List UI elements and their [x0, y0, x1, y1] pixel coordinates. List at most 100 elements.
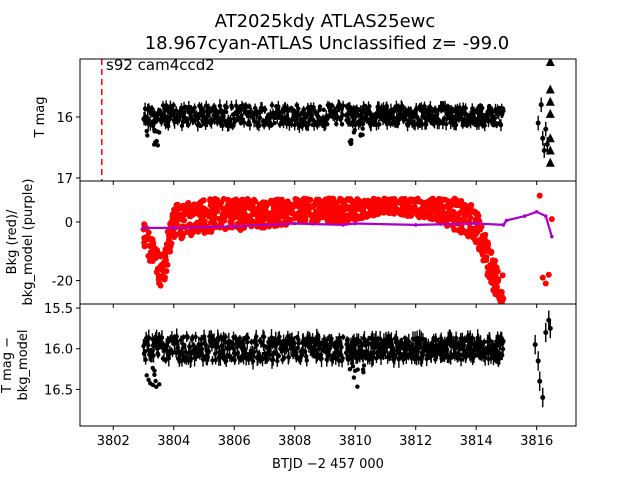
data-point	[143, 357, 148, 363]
bkg-point	[216, 201, 223, 208]
data-point	[245, 335, 250, 341]
bkg-point	[150, 240, 157, 247]
bkg-point	[489, 263, 496, 270]
outlier-point	[347, 139, 353, 144]
bkg-point	[472, 237, 479, 244]
bkg-point	[442, 213, 449, 220]
bkg-point	[301, 197, 308, 204]
data-point	[304, 358, 309, 363]
data-point	[269, 335, 274, 340]
outlier-point	[154, 384, 159, 390]
bkg-point	[167, 221, 174, 228]
data-point	[270, 357, 276, 362]
x-tick-labels: 3802 3804 3806 3808 3810 3812 3814 3816	[97, 434, 554, 449]
data-point	[262, 107, 268, 112]
bkg-point	[483, 247, 490, 254]
outlier-point	[146, 377, 151, 383]
bkg-late-point	[548, 216, 555, 223]
data-point	[159, 335, 165, 340]
plot-area	[101, 59, 555, 181]
bkg-point	[231, 204, 238, 211]
data-point	[482, 355, 488, 360]
data-point	[482, 339, 487, 345]
outlier-point	[355, 367, 360, 372]
data-point	[340, 112, 345, 118]
y-tick-label: 0	[65, 216, 73, 231]
data-point	[327, 353, 333, 358]
data-point	[501, 108, 506, 114]
bkg-point	[165, 247, 172, 254]
bkg-point	[391, 202, 398, 209]
data-point	[151, 353, 156, 358]
bkg-point	[404, 208, 411, 215]
data-point	[171, 102, 176, 108]
upper-limit-triangle	[545, 145, 555, 155]
data-point	[339, 344, 344, 350]
data-point	[185, 334, 190, 340]
bkg-model-point	[504, 218, 509, 223]
data-point	[329, 103, 335, 108]
y-axis-label-tmag: T mag	[33, 97, 48, 139]
bkg-point	[218, 220, 225, 227]
bkg-point	[227, 218, 234, 225]
late-point	[544, 141, 550, 147]
x-tick-label: 3816	[520, 434, 553, 449]
bkg-point	[348, 204, 355, 211]
bkg-point	[262, 205, 269, 212]
data-point	[492, 116, 497, 121]
data-point	[440, 121, 446, 126]
bkg-point	[407, 196, 414, 203]
panel-bkg: -20 0	[52, 180, 577, 308]
outlier-point	[360, 126, 365, 131]
bkg-point	[492, 257, 499, 264]
bkg-point	[402, 202, 409, 209]
data-point	[340, 334, 346, 340]
data-point	[187, 344, 193, 350]
bkg-point	[435, 210, 442, 217]
bkg-point	[188, 232, 195, 239]
data-point	[501, 338, 506, 344]
bkg-point	[284, 205, 291, 212]
data-point	[340, 356, 345, 361]
outlier-point	[150, 365, 155, 371]
bkg-point	[292, 200, 299, 207]
y-tick-label: 16.0	[44, 343, 73, 358]
bkg-point	[187, 203, 194, 210]
y-tick-label: 16.5	[44, 383, 73, 398]
data-point	[276, 353, 282, 359]
data-point	[319, 356, 324, 361]
y-axis-label-tmag-minus-bkg: T mag −bkg_model	[0, 329, 31, 400]
bkg-point	[220, 195, 227, 202]
y-tick-label: 17	[56, 172, 73, 187]
bkg-point	[163, 268, 170, 275]
late-point	[538, 102, 544, 108]
data-point	[398, 351, 403, 357]
bkg-point	[429, 195, 436, 202]
bkg-late-point	[542, 280, 549, 287]
bkg-point	[342, 217, 349, 224]
data-point	[185, 117, 190, 123]
bkg-point	[181, 205, 188, 212]
bkg-point	[235, 208, 242, 215]
late-point	[535, 120, 541, 126]
bkg-point	[383, 197, 390, 204]
data-point	[261, 334, 267, 340]
upper-limit-triangle	[545, 84, 555, 94]
data-point	[345, 337, 351, 342]
data-point	[480, 105, 485, 111]
data-point	[177, 117, 182, 122]
bkg-point	[220, 206, 227, 213]
bkg-late-point	[536, 192, 543, 199]
data-point	[192, 105, 197, 110]
data-point	[325, 121, 330, 127]
data-point	[402, 335, 408, 341]
chart-title-line2: 18.967cyan-ATLAS Unclassified z= -99.0	[145, 33, 510, 54]
data-point	[497, 356, 502, 361]
bkg-point	[463, 230, 470, 237]
bkg-point	[162, 253, 169, 260]
bkg-point	[164, 261, 171, 268]
bkg-point	[313, 196, 320, 203]
data-point	[281, 355, 287, 361]
upper-limit-triangle	[545, 108, 555, 118]
bkg-point	[454, 197, 461, 204]
